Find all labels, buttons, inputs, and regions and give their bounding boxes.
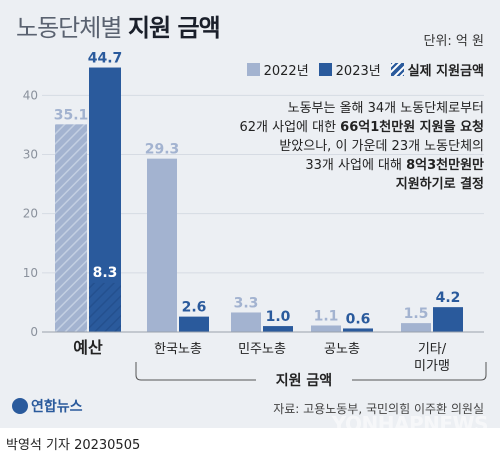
bar-actual-support	[89, 282, 121, 332]
bar-2022	[401, 323, 431, 332]
title-bold: 지원 금액	[128, 14, 221, 42]
data-label-2022: 3.3	[234, 295, 259, 311]
annotation-line-5: 지원하기로 결정	[239, 175, 484, 194]
legend-swatch-2022	[246, 63, 260, 76]
x-category-label: 미가맹	[414, 359, 450, 374]
annotation-line-4-bold: 8억3천만원만	[406, 158, 484, 173]
legend-item-2022: 2022년	[246, 60, 309, 79]
legend-label-2022: 2022년	[263, 64, 309, 79]
bar-2023	[433, 307, 463, 332]
legend-label-2023: 2023년	[335, 64, 381, 79]
y-tick-label: 20	[23, 207, 38, 221]
chart-title: 노동단체별 지원 금액	[16, 8, 221, 43]
x-category-label: 공노총	[324, 342, 360, 357]
data-label-2022: 1.1	[314, 308, 339, 324]
group-label-bg	[256, 370, 352, 390]
legend-swatch-2023	[318, 63, 332, 76]
legend-item-actual: 실제 지원금액	[390, 60, 484, 79]
logo-text: 연합뉴스	[31, 399, 83, 415]
data-label-2023: 2.6	[182, 300, 207, 316]
source-note: 자료: 고용노동부, 국민의힘 이주환 의원실	[273, 402, 484, 416]
yonhap-logo: 연합뉴스	[12, 396, 83, 416]
data-label-2022: 35.1	[54, 107, 89, 123]
group-label: 지원 금액	[276, 372, 332, 389]
bar-2022	[231, 312, 261, 332]
x-category-label: 예산	[73, 338, 103, 357]
annotation-line-4: 33개 사업에 대해 8억3천만원만	[239, 156, 484, 175]
bar-2022	[147, 158, 177, 332]
x-category-label: 기타/	[418, 342, 447, 357]
annotation-line-2: 62개 사업에 대한 66억1천만원 지원을 요청	[239, 118, 484, 137]
annotation-line-5-bold: 지원하기로 결정	[395, 177, 484, 192]
annotation-line-3: 받았으나, 이 가운데 23개 노동단체의	[279, 139, 484, 154]
bar-2022	[55, 124, 87, 332]
bar-chart: 0 10 20 30 40 35.1 44.7 8.3 예산 29.3 2.6 한국노총 3.3 1.0 민…	[23, 51, 487, 390]
bar-2023	[343, 328, 373, 332]
reporter-credit: 박영석 기자 20230505	[6, 438, 141, 453]
data-label-2023: 1.0	[266, 309, 291, 325]
data-label-2022: 1.5	[404, 306, 429, 322]
title-light: 노동단체별	[16, 14, 122, 42]
bar-2023	[179, 316, 209, 332]
legend-label-actual: 실제 지원금액	[407, 64, 484, 79]
x-category-label: 민주노총	[238, 342, 286, 357]
annotation-line-2-bold: 66억1천만원 지원을 요청	[340, 120, 484, 135]
y-tick-label: 30	[23, 148, 38, 162]
y-tick-label: 40	[23, 88, 38, 102]
annotation-line-4-plain: 33개 사업에 대해	[305, 158, 407, 173]
infographic-card: 노동단체별 지원 금액 단위: 억 원 2022년 2023년 실제 지원금액 …	[0, 0, 500, 428]
data-label-2023: 0.6	[346, 311, 371, 327]
legend: 2022년 2023년 실제 지원금액	[237, 60, 484, 79]
yonhap-logo-icon	[12, 398, 28, 414]
data-label-2022: 29.3	[145, 142, 180, 158]
x-category-label: 한국노총	[154, 342, 202, 357]
unit-label: 단위: 억 원	[423, 34, 485, 49]
bar-2023	[263, 326, 293, 332]
legend-item-2023: 2023년	[318, 60, 381, 79]
data-label-2023: 4.2	[436, 290, 461, 306]
bar-2022	[311, 325, 341, 332]
annotation-line-2-plain: 62개 사업에 대한	[239, 120, 341, 135]
legend-swatch-actual	[390, 63, 404, 76]
annotation-line-1: 노동부는 올해 34개 노동단체로부터	[287, 101, 484, 116]
y-tick-label: 10	[23, 266, 38, 280]
watermark: YONHAPNEWS	[331, 412, 489, 428]
data-label-actual-support: 8.3	[93, 265, 118, 281]
y-tick-label: 0	[30, 325, 38, 339]
annotation-text: 노동부는 올해 34개 노동단체로부터 62개 사업에 대한 66억1천만원 지…	[239, 99, 484, 194]
data-label-2023: 44.7	[88, 51, 123, 67]
